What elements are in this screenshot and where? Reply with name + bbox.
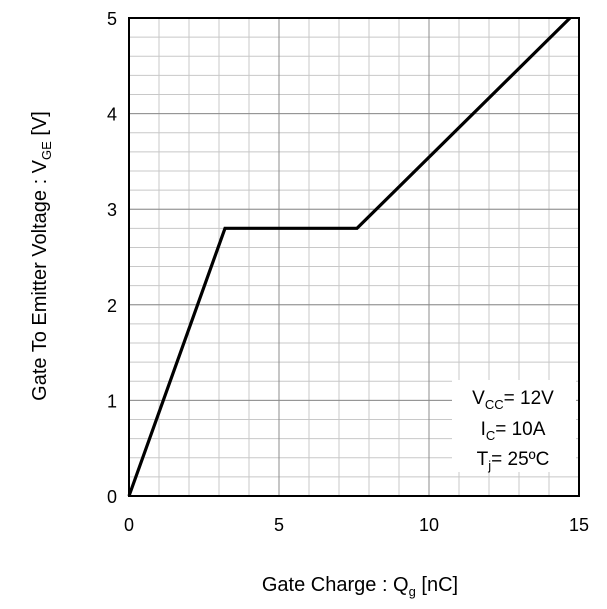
x-tick-label: 15	[569, 515, 589, 535]
annotation-ic: IC= 10A	[481, 419, 546, 443]
plot-frame	[128, 17, 580, 497]
y-tick-label: 1	[107, 391, 117, 411]
y-tick-label: 5	[107, 9, 117, 29]
y-tick-label: 2	[107, 296, 117, 316]
y-tick-label: 4	[107, 105, 117, 125]
series-line	[127, 16, 572, 497]
x-tick-label: 10	[419, 515, 439, 535]
x-tick-label: 5	[274, 515, 284, 535]
y-tick-label: 0	[107, 487, 117, 507]
annotation-tj: Tj= 25ºC	[477, 449, 550, 473]
annotation-vcc: VCC= 12V	[472, 388, 554, 412]
series-layer	[127, 16, 572, 497]
tick-labels: 0 5 10 15 0 1 2 3 4 5	[107, 9, 589, 535]
y-axis-label: Gate To Emitter Voltage : VGE [V]	[29, 111, 54, 401]
y-tick-label: 3	[107, 200, 117, 220]
annotation-background	[452, 380, 576, 472]
x-tick-label: 0	[124, 515, 134, 535]
x-axis-label: Gate Charge : Qg [nC]	[262, 574, 458, 599]
